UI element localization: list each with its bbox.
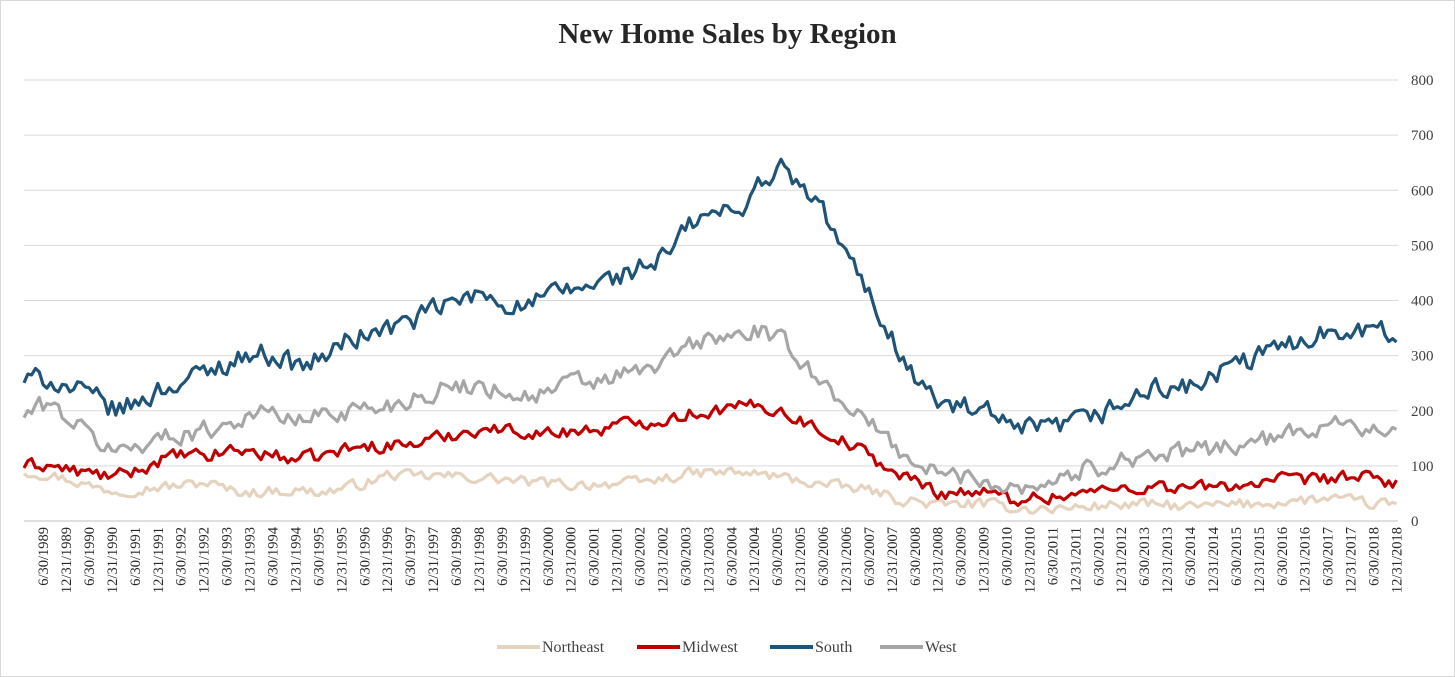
y-tick-label: 700 — [1411, 128, 1434, 144]
x-tick-label: 12/31/1998 — [472, 527, 488, 593]
series-line-northeast — [22, 466, 1397, 515]
x-tick-label: 6/30/2018 — [1367, 527, 1383, 586]
x-tick-label: 6/30/2001 — [587, 527, 603, 586]
x-tick-label: 6/30/2012 — [1091, 527, 1107, 586]
x-tick-label: 6/30/2003 — [678, 527, 694, 586]
x-tick-label: 12/31/2008 — [931, 527, 947, 593]
y-tick-label: 0 — [1411, 514, 1419, 530]
x-tick-label: 6/30/1994 — [265, 526, 281, 586]
y-axis: 0 100 200 300 400 500 600 700 800 — [1411, 73, 1434, 530]
x-tick-label: 12/31/1990 — [105, 527, 121, 593]
x-tick-label: 6/30/2006 — [816, 527, 832, 586]
x-tick-label: 6/30/1998 — [449, 527, 465, 586]
x-tick-label: 6/30/2014 — [1183, 526, 1199, 586]
x-tick-label: 6/30/2015 — [1229, 527, 1245, 586]
x-tick-label: 6/30/1993 — [220, 527, 236, 586]
x-tick-label: 12/31/2010 — [1022, 527, 1038, 593]
legend-label-south: South — [815, 639, 852, 656]
x-tick-label: 6/30/1989 — [36, 527, 52, 586]
x-tick-label: 12/31/2017 — [1344, 527, 1360, 593]
x-tick-label: 6/30/2008 — [908, 527, 924, 586]
x-tick-label: 6/30/1999 — [495, 527, 511, 586]
legend-label-midwest: Midwest — [682, 639, 739, 656]
series-line-midwest — [22, 398, 1398, 507]
series-line-west — [22, 324, 1398, 495]
x-tick-label: 12/31/2001 — [610, 527, 626, 593]
x-tick-label: 12/31/1995 — [334, 527, 350, 593]
x-tick-label: 6/30/2000 — [541, 527, 557, 586]
plot-series — [22, 157, 1398, 515]
x-tick-label: 6/30/2004 — [724, 526, 740, 586]
x-tick-label: 12/31/2009 — [977, 527, 993, 593]
x-tick-label: 6/30/2005 — [770, 527, 786, 586]
y-tick-label: 100 — [1411, 459, 1434, 475]
x-tick-label: 6/30/2011 — [1045, 527, 1061, 585]
x-tick-label: 6/30/1995 — [311, 527, 327, 586]
x-tick-label: 12/31/1997 — [426, 527, 442, 593]
x-tick-label: 6/30/2016 — [1275, 527, 1291, 586]
x-axis: 6/30/1989 12/31/1989 6/30/1990 12/31/1990 6/… — [24, 520, 1405, 593]
x-tick-label: 12/31/1999 — [518, 527, 534, 593]
x-tick-label: 12/31/2015 — [1252, 527, 1268, 593]
x-tick-label: 12/31/2011 — [1068, 527, 1084, 593]
x-tick-label: 6/30/2009 — [954, 527, 970, 586]
y-tick-label: 600 — [1411, 183, 1434, 199]
chart-title: New Home Sales by Region — [558, 18, 897, 50]
x-tick-label: 6/30/1991 — [128, 527, 144, 586]
x-tick-label: 12/31/2012 — [1114, 527, 1130, 593]
legend-label-northeast: Northeast — [542, 639, 605, 656]
x-tick-label: 12/31/2014 — [1206, 526, 1222, 593]
x-tick-label: 6/30/1992 — [174, 527, 190, 586]
x-tick-label: 6/30/1997 — [403, 527, 419, 586]
x-tick-label: 12/31/2000 — [564, 527, 580, 593]
x-tick-label: 12/31/1996 — [380, 527, 396, 593]
x-tick-label: 6/30/2002 — [633, 527, 649, 586]
x-tick-label: 12/31/2016 — [1298, 527, 1314, 593]
x-tick-label: 12/31/2018 — [1389, 527, 1405, 593]
series-line-south — [22, 157, 1398, 435]
x-tick-label: 12/31/1994 — [288, 526, 304, 593]
legend: Northeast Midwest South West — [497, 639, 957, 656]
y-tick-label: 300 — [1411, 349, 1434, 365]
x-tick-label: 12/31/2003 — [701, 527, 717, 593]
y-tick-label: 200 — [1411, 404, 1434, 420]
x-tick-label: 12/31/2005 — [793, 527, 809, 593]
x-tick-label: 12/31/2006 — [839, 527, 855, 593]
x-tick-label: 6/30/1990 — [82, 527, 98, 586]
x-tick-label: 12/31/1992 — [197, 527, 213, 593]
x-tick-label: 12/31/2002 — [655, 527, 671, 593]
x-tick-label: 6/30/2007 — [862, 527, 878, 586]
x-tick-label: 12/31/1993 — [243, 527, 259, 593]
x-tick-label: 12/31/2004 — [747, 526, 763, 593]
legend-label-west: West — [925, 639, 957, 656]
x-tick-label: 6/30/2017 — [1321, 527, 1337, 586]
y-tick-label: 800 — [1411, 73, 1434, 89]
x-tick-label: 12/31/1991 — [151, 527, 167, 593]
x-tick-label: 12/31/1989 — [59, 527, 75, 593]
x-tick-label: 12/31/2013 — [1160, 527, 1176, 593]
x-tick-label: 6/30/2010 — [1000, 527, 1016, 586]
gridlines — [24, 79, 1398, 522]
x-tick-label: 12/31/2007 — [885, 527, 901, 593]
y-tick-label: 500 — [1411, 238, 1434, 254]
x-tick-label: 6/30/2013 — [1137, 527, 1153, 586]
y-tick-label: 400 — [1411, 294, 1434, 310]
x-tick-label: 6/30/1996 — [357, 527, 373, 586]
